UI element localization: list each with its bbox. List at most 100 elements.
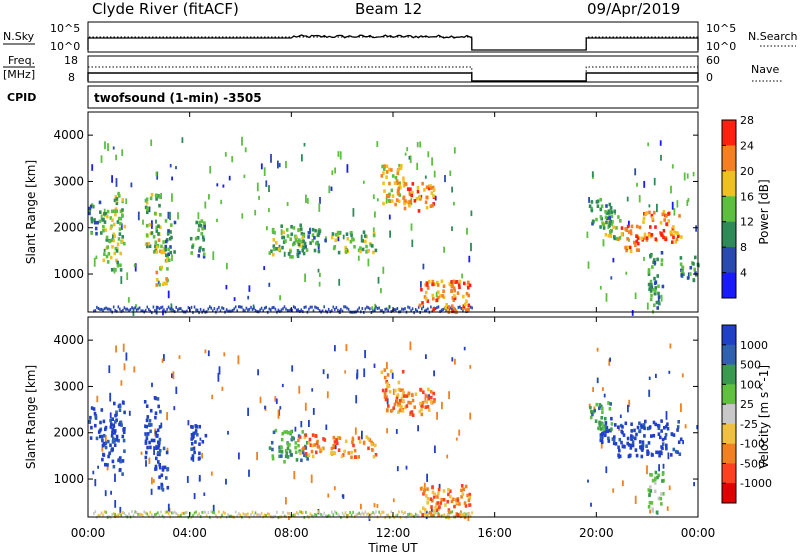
echo-cell (317, 268, 320, 273)
echo-cell (381, 388, 385, 393)
echo-cell (411, 182, 415, 186)
echo-cell (426, 404, 430, 409)
echo-cell (666, 426, 670, 431)
echo-cell (362, 440, 366, 445)
echo-cell (420, 407, 423, 412)
echo-cell (314, 228, 317, 233)
echo-cell (94, 479, 97, 487)
echo-cell (111, 459, 115, 464)
ground-scatter-cell (356, 512, 359, 516)
ground-scatter-cell (443, 513, 446, 517)
echo-cell (598, 424, 602, 428)
ground-scatter-cell (94, 510, 97, 514)
echo-cell (440, 497, 443, 502)
ground-scatter-cell (344, 305, 347, 309)
ground-scatter-cell (335, 511, 338, 515)
echo-cell (676, 234, 680, 238)
echo-cell (467, 307, 470, 312)
echo-cell (408, 204, 411, 208)
echo-cell (596, 377, 599, 384)
echo-cell (110, 224, 113, 229)
echo-cell (319, 197, 321, 204)
echo-cell (150, 423, 153, 427)
echo-cell (648, 389, 651, 397)
echo-cell (98, 434, 102, 439)
echo-cell (454, 309, 458, 313)
echo-cell (654, 291, 657, 296)
echo-cell (362, 180, 365, 184)
echo-cell (419, 194, 423, 199)
echo-cell (114, 246, 118, 251)
echo-cell (291, 365, 294, 372)
echo-cell (631, 443, 635, 448)
echo-cell (302, 245, 306, 250)
echo-cell (273, 230, 276, 235)
echo-cell (665, 222, 668, 226)
echo-cell (631, 310, 634, 316)
echo-cell (598, 403, 602, 407)
ground-scatter-cell (166, 307, 168, 311)
echo-cell (656, 203, 658, 213)
echo-cell (286, 442, 290, 447)
ground-scatter-cell (266, 512, 269, 516)
echo-cell (387, 404, 390, 408)
echo-cell (645, 238, 649, 242)
echo-cell (259, 396, 262, 404)
echo-cell (316, 439, 319, 444)
echo-cell (665, 214, 668, 218)
echo-cell (635, 239, 639, 244)
echo-cell (384, 388, 388, 392)
echo-cell (162, 446, 166, 451)
echo-cell (149, 429, 152, 434)
echo-cell (315, 241, 318, 246)
date-title: 09/Apr/2019 (587, 0, 680, 18)
echo-cell (336, 441, 339, 446)
echo-cell (451, 304, 454, 308)
echo-cell (143, 400, 147, 404)
y-tick-label: 4000 (53, 333, 84, 347)
echo-cell (605, 425, 609, 430)
ground-scatter-cell (135, 308, 138, 312)
echo-cell (655, 510, 659, 515)
echo-cell (463, 501, 467, 505)
ground-scatter-cell (167, 512, 170, 516)
echo-cell (401, 399, 405, 403)
echo-cell (650, 283, 653, 287)
ground-scatter-cell (367, 306, 370, 310)
y-tick-label: 1000 (53, 267, 84, 281)
echo-cell (194, 236, 198, 241)
echo-cell (144, 424, 146, 428)
echo-cell (203, 492, 206, 496)
ground-scatter-cell (192, 514, 194, 518)
ground-scatter-cell (324, 309, 327, 313)
echo-cell (423, 508, 427, 512)
echo-cell (605, 204, 608, 208)
ground-scatter-cell (274, 514, 277, 518)
ground-scatter-cell (167, 305, 170, 309)
echo-cell (119, 468, 122, 472)
echo-cell (285, 430, 288, 434)
echo-cell (200, 219, 204, 223)
echo-cell (156, 397, 160, 401)
echo-cell (303, 142, 306, 147)
ground-scatter-cell (364, 510, 367, 514)
echo-cell (120, 223, 123, 230)
echo-cell (102, 453, 106, 457)
echo-cell (657, 296, 660, 303)
echo-cell (111, 430, 114, 435)
station-title: Clyde River (fitACF) (92, 0, 239, 18)
echo-cell (330, 186, 333, 191)
echo-cell (208, 194, 210, 200)
ground-scatter-cell (131, 306, 133, 310)
echo-cell (660, 294, 663, 302)
echo-cell (620, 440, 623, 445)
echo-cell (155, 278, 159, 282)
echo-cell (424, 393, 427, 403)
echo-cell (382, 171, 385, 175)
ground-scatter-cell (286, 308, 289, 312)
echo-cell (90, 406, 94, 410)
echo-cell (338, 436, 342, 440)
echo-cell (397, 186, 400, 191)
echo-cell (669, 230, 673, 234)
